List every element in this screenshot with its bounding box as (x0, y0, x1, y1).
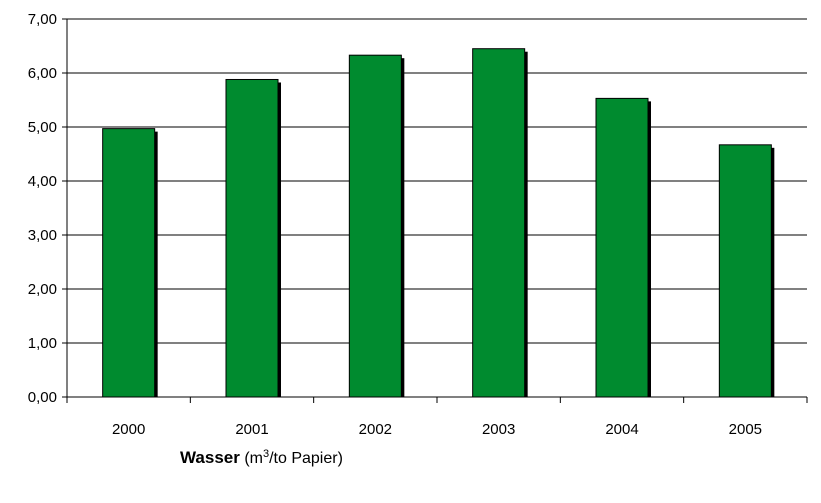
y-tick-label: 1,00 (28, 335, 57, 352)
x-tick-label: 2003 (482, 421, 515, 438)
y-tick-label: 7,00 (28, 11, 57, 28)
bar-2000 (102, 128, 156, 398)
bar-2005 (718, 144, 772, 398)
bar-2004 (595, 97, 649, 398)
bars (102, 48, 775, 398)
y-tick-label: 0,00 (28, 389, 57, 406)
bar-chart: 0,001,002,003,004,005,006,007,00 2000 200… (28, 11, 808, 438)
y-tick-label: 6,00 (28, 65, 57, 82)
x-tick-label: 2005 (729, 421, 762, 438)
x-tick-labels: 2000 2001 2002 2003 2004 2005 (112, 421, 762, 438)
y-tick-label: 3,00 (28, 227, 57, 244)
bar-2002 (348, 54, 402, 398)
x-tick-label: 2002 (359, 421, 392, 438)
caption-unit-open: (m (244, 450, 263, 467)
chart-caption: Wasser (m3/to Papier) (180, 448, 343, 468)
caption-unit-superscript: 3 (262, 448, 270, 460)
caption-title: Wasser (180, 448, 240, 467)
bar-2003 (472, 48, 526, 398)
bar-2001 (225, 78, 279, 398)
y-tick-label: 5,00 (28, 119, 57, 136)
gridlines (67, 18, 807, 344)
x-tick-label: 2004 (605, 421, 638, 438)
x-tick-label: 2000 (112, 421, 145, 438)
y-tick-labels: 0,00 1,00 2,00 3,00 4,00 5,00 6,00 7,00 (28, 11, 57, 406)
x-tick-label: 2001 (235, 421, 268, 438)
axes (62, 18, 808, 403)
y-tick-label: 2,00 (28, 281, 57, 298)
caption-unit-rest: /to Papier) (269, 450, 343, 467)
y-tick-label: 4,00 (28, 173, 57, 190)
